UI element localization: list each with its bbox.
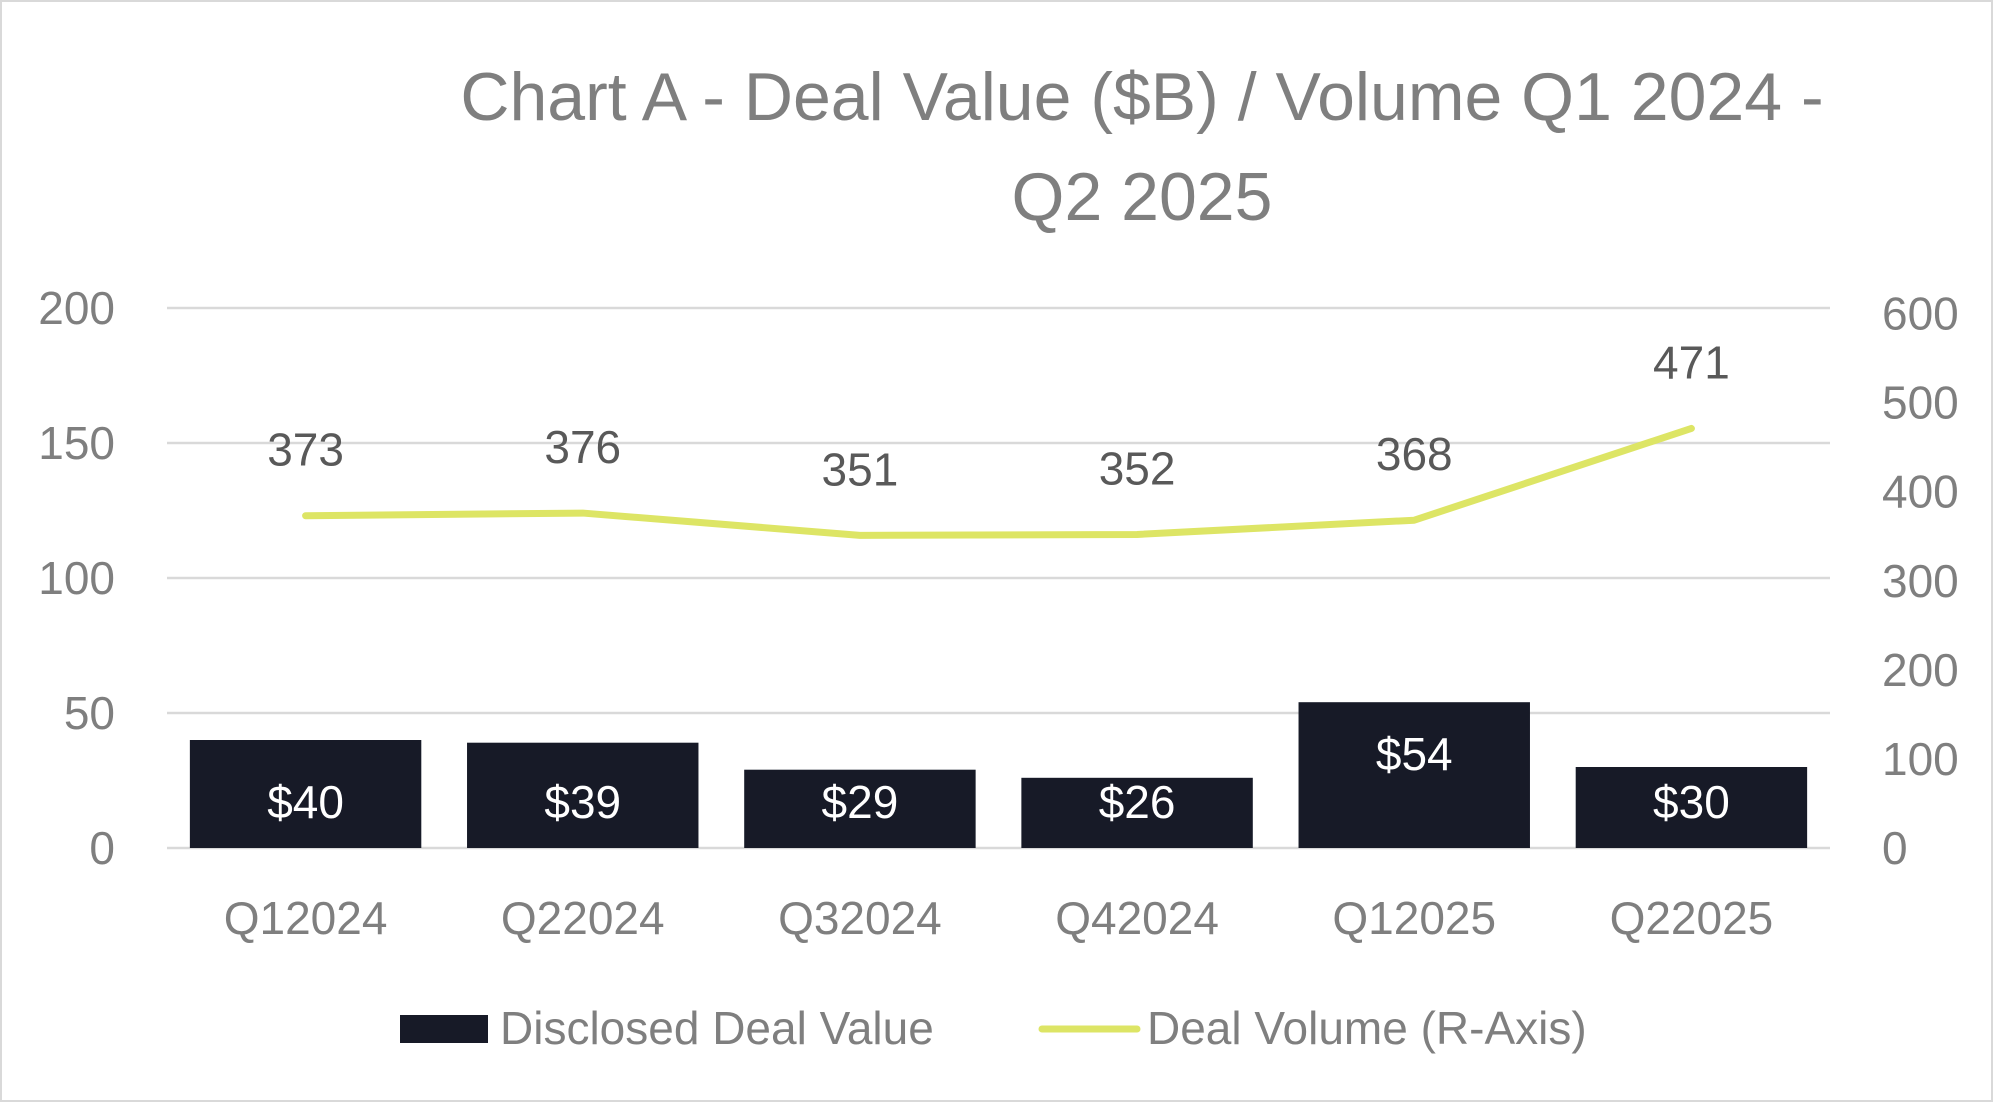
line-data-label: 376 xyxy=(544,421,621,473)
left-axis-tick-label: 150 xyxy=(38,417,115,469)
bar-q22024 xyxy=(467,742,699,848)
deal-volume-point xyxy=(582,512,584,514)
line-data-label: 471 xyxy=(1653,336,1730,388)
x-axis-category-label: Q12024 xyxy=(224,892,388,944)
right-axis-tick-label: 200 xyxy=(1882,644,1959,696)
bar-data-label: $39 xyxy=(544,776,621,828)
right-axis-tick-label: 100 xyxy=(1882,733,1959,785)
chart-title-line-2: Q2 2025 xyxy=(1012,159,1273,235)
bar-q32024 xyxy=(744,769,976,848)
bar-q12025 xyxy=(1298,702,1530,848)
line-data-label: 373 xyxy=(267,424,344,476)
bar-data-label: $29 xyxy=(822,776,899,828)
legend-label-deal-volume: Deal Volume (R-Axis) xyxy=(1147,1002,1587,1054)
right-axis-tick-label: 500 xyxy=(1882,377,1959,429)
left-axis-tick-label: 50 xyxy=(64,687,115,739)
line-data-label: 351 xyxy=(822,443,899,495)
x-axis-category-label: Q32024 xyxy=(778,892,942,944)
left-axis-tick-label: 0 xyxy=(89,822,115,874)
right-axis-tick-label: 0 xyxy=(1882,822,1908,874)
x-axis-category-label: Q22025 xyxy=(1610,892,1774,944)
deal-volume-point xyxy=(859,534,861,536)
deal-volume-point xyxy=(1413,519,1415,521)
x-axis-category-label: Q22024 xyxy=(501,892,665,944)
legend-swatch-deal-value xyxy=(400,1015,488,1043)
deal-volume-point xyxy=(1690,427,1692,429)
deal-volume-point xyxy=(1136,533,1138,535)
bar-q42024 xyxy=(1021,777,1253,848)
legend-label-deal-value: Disclosed Deal Value xyxy=(500,1002,934,1054)
right-axis-tick-label: 400 xyxy=(1882,466,1959,518)
chart-title-line-1: Chart A - Deal Value ($B) / Volume Q1 20… xyxy=(460,59,1823,135)
right-axis-tick-label: 300 xyxy=(1882,555,1959,607)
deal-volume-point xyxy=(305,515,307,517)
bar-data-label: $30 xyxy=(1653,776,1730,828)
line-data-label: 352 xyxy=(1099,442,1176,494)
left-axis-tick-label: 100 xyxy=(38,552,115,604)
bar-q22025 xyxy=(1575,767,1808,848)
bar-data-label: $26 xyxy=(1099,776,1176,828)
right-axis-tick-label: 600 xyxy=(1882,288,1959,340)
x-axis-category-label: Q42024 xyxy=(1055,892,1219,944)
left-axis-tick-label: 200 xyxy=(38,282,115,334)
x-axis-category-label: Q12025 xyxy=(1332,892,1496,944)
bar-data-label: $54 xyxy=(1376,728,1453,780)
line-data-label: 368 xyxy=(1376,428,1453,480)
bar-data-label: $40 xyxy=(267,776,344,828)
deal-volume-line xyxy=(302,424,1695,539)
bar-q12024 xyxy=(189,740,422,848)
